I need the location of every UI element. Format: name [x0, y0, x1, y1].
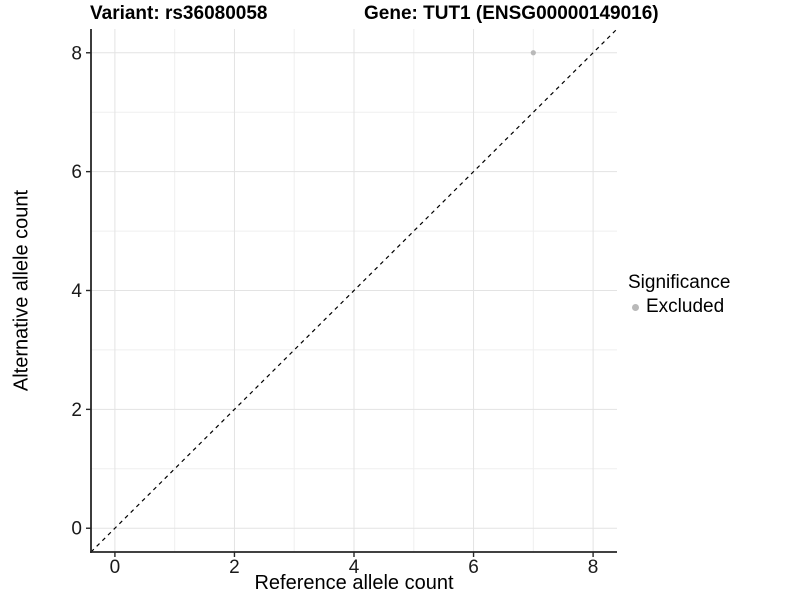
y-tick-label: 0	[71, 519, 82, 540]
y-tick-label: 4	[71, 281, 82, 302]
y-tick-label: 8	[71, 43, 82, 64]
legend-item-label: Excluded	[646, 296, 725, 317]
plot-title-gene: Gene: TUT1 (ENSG00000149016)	[364, 3, 659, 24]
legend-item-excluded: Excluded	[632, 296, 730, 318]
legend: Significance Excluded	[628, 272, 730, 318]
y-tick-label: 6	[71, 162, 82, 183]
x-tick-label: 0	[110, 557, 121, 578]
x-axis-title: Reference allele count	[254, 572, 454, 594]
x-tick-label: 8	[588, 557, 599, 578]
y-tick-label: 2	[71, 400, 82, 421]
x-tick-label: 6	[468, 557, 479, 578]
data-point	[530, 50, 536, 56]
plot-title-variant: Variant: rs36080058	[90, 3, 268, 24]
x-tick-label: 2	[229, 557, 240, 578]
y-axis-title: Alternative allele count	[10, 189, 33, 392]
identity-line	[90, 28, 618, 553]
legend-excluded-dot-icon	[632, 303, 639, 311]
x-tick-label: 4	[349, 557, 360, 578]
legend-title: Significance	[628, 272, 731, 293]
